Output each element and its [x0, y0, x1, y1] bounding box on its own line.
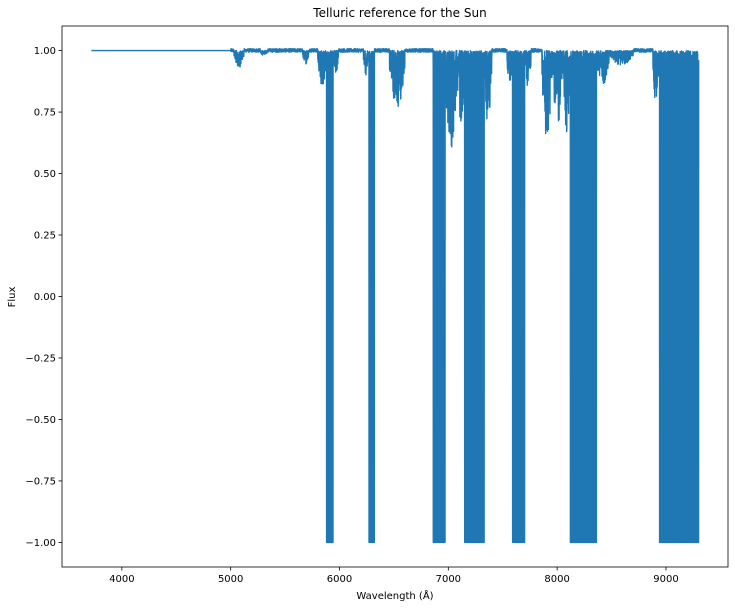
- y-tick-label: −0.75: [25, 476, 56, 487]
- axes-layer: 4000 5000 6000 7000 8000 9000 −1.00 −0.75 −0.50 −…: [25, 46, 678, 585]
- y-tick-label: 0.25: [34, 231, 56, 242]
- y-tick-label: −1.00: [25, 538, 56, 549]
- y-tick-label: 0.00: [34, 292, 56, 303]
- x-tick-label: 9000: [653, 574, 678, 585]
- y-tick-label: 0.50: [34, 169, 56, 180]
- x-tick-label: 8000: [544, 574, 569, 585]
- x-axis-label: Wavelength (Å): [356, 589, 433, 602]
- series-layer: [91, 47, 700, 544]
- series-line: [91, 47, 700, 544]
- x-tick-label: 7000: [436, 574, 461, 585]
- x-tick-label: 5000: [218, 574, 243, 585]
- y-tick-label: −0.50: [25, 415, 56, 426]
- x-tick-label: 6000: [327, 574, 352, 585]
- y-tick-label: 1.00: [34, 46, 56, 57]
- chart-title: Telluric reference for the Sun: [312, 6, 486, 20]
- plot-frame: [61, 25, 729, 568]
- y-tick-label: 0.75: [34, 108, 56, 119]
- y-tick-label: −0.25: [25, 353, 56, 364]
- y-axis-label: Flux: [7, 287, 18, 308]
- plot-area: [62, 26, 728, 567]
- x-tick-label: 4000: [109, 574, 134, 585]
